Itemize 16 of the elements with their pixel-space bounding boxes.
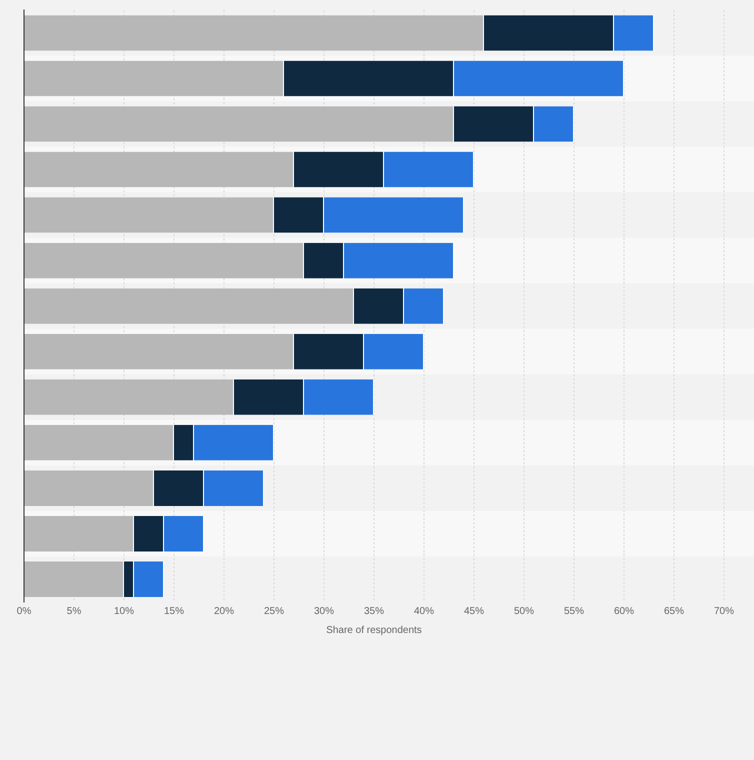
x-tick-label: 10%: [114, 606, 134, 617]
x-tick-label: 50%: [514, 606, 534, 617]
x-tick-label: 60%: [614, 606, 634, 617]
x-tick-label: 40%: [414, 606, 434, 617]
x-tick-label: 65%: [664, 606, 684, 617]
x-tick-label: 25%: [264, 606, 284, 617]
x-tick-label: 55%: [564, 606, 584, 617]
x-axis-title: Share of respondents: [326, 624, 422, 636]
x-tick-label: 20%: [214, 606, 234, 617]
x-tick-label: 5%: [66, 606, 82, 617]
x-tick-label: 30%: [314, 606, 334, 617]
x-tick-label: 70%: [714, 606, 734, 617]
x-tick-label: 35%: [364, 606, 384, 617]
x-tick-label: 15%: [164, 606, 184, 617]
x-tick-label: 0%: [16, 606, 32, 617]
x-tick-label: 45%: [464, 606, 484, 617]
